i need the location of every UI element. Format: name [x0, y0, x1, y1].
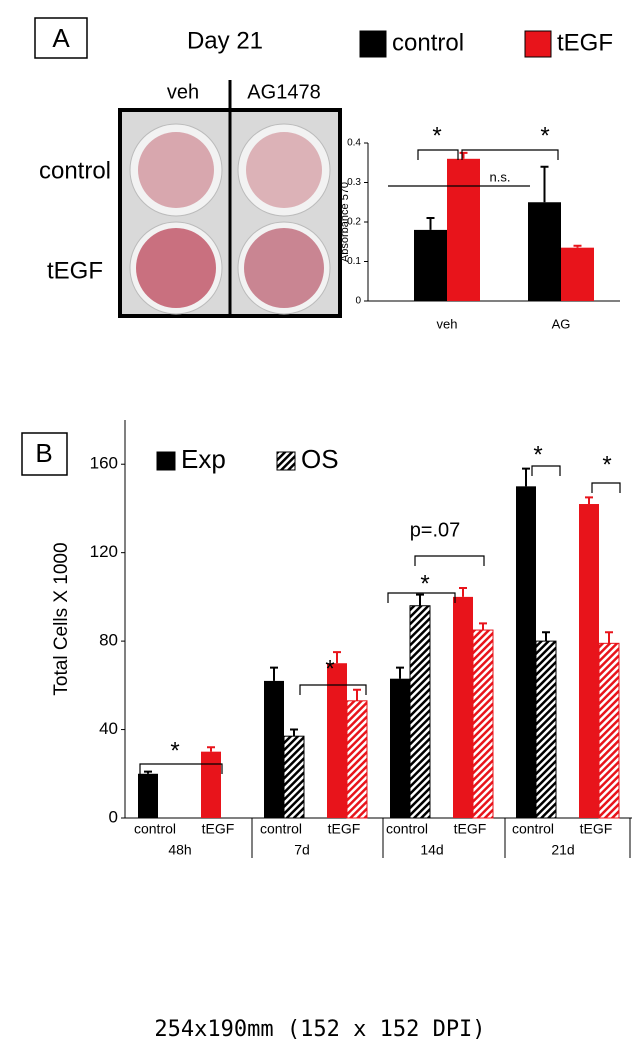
panel-box	[21, 432, 68, 476]
bracket	[531, 465, 561, 476]
error-bar	[585, 496, 593, 505]
group-label: 14d	[420, 842, 443, 858]
bar	[447, 158, 480, 301]
error-bar	[459, 151, 468, 159]
legend-swatch	[524, 30, 552, 58]
error-bar	[353, 688, 361, 701]
y-tick-label: 0.1	[347, 256, 361, 267]
annotation: *	[170, 737, 179, 764]
bar	[409, 605, 431, 819]
error-bar	[290, 728, 298, 737]
error-bar	[396, 666, 404, 679]
error-bar	[459, 587, 467, 597]
bar	[138, 773, 158, 818]
panel-box	[34, 17, 88, 59]
x-tick-label: control	[134, 821, 176, 837]
group-label: 48h	[168, 842, 191, 858]
error-bar	[479, 622, 487, 631]
y-tick-label: 80	[99, 631, 118, 650]
error-bar	[522, 467, 530, 487]
x-tick-label: control	[512, 821, 554, 837]
x-tick-label: veh	[437, 316, 458, 331]
legend-label: OS	[301, 444, 339, 474]
error-bar	[416, 593, 424, 606]
y-tick-label: 40	[99, 719, 118, 738]
legend-label: Exp	[181, 444, 226, 474]
column-label: AG1478	[247, 81, 320, 103]
y-tick-label: 0	[355, 296, 361, 307]
bar	[346, 700, 368, 819]
annotation: *	[420, 570, 429, 597]
y-tick-label: 0.4	[347, 138, 361, 149]
bar	[528, 202, 561, 301]
x-tick-label: control	[260, 821, 302, 837]
legend-swatch	[276, 451, 296, 471]
legend-label: control	[392, 29, 464, 56]
group-label: 21d	[551, 842, 574, 858]
y-tick-label: 0.2	[347, 217, 361, 228]
panel-label: B	[35, 438, 52, 468]
bar	[327, 663, 347, 818]
bracket	[591, 482, 621, 493]
error-bar	[426, 217, 435, 230]
annotation: *	[540, 122, 549, 149]
error-bar	[207, 746, 215, 752]
legend-label: tEGF	[557, 29, 613, 56]
bar	[598, 642, 620, 819]
annotation: *	[325, 655, 334, 682]
bar	[414, 229, 447, 301]
x-tick-label: control	[386, 821, 428, 837]
photo-title: Day 21	[187, 27, 263, 54]
bracket	[139, 763, 223, 774]
bracket	[299, 684, 367, 695]
y-axis-label: Absorbance 570	[339, 182, 351, 262]
error-bar	[270, 666, 278, 681]
panel-label: A	[52, 23, 70, 53]
legend-swatch	[359, 30, 387, 58]
bar	[201, 751, 221, 818]
annotation: *	[602, 451, 611, 478]
annotation: *	[432, 122, 441, 149]
bracket	[387, 592, 456, 603]
annotation: n.s.	[490, 169, 511, 184]
bar	[516, 486, 536, 818]
bracket	[414, 555, 485, 566]
error-bar	[540, 165, 549, 203]
x-tick-label: tEGF	[454, 821, 487, 837]
y-tick-label: 0.3	[347, 177, 361, 188]
y-tick-label: 120	[90, 542, 118, 561]
y-tick-label: 0	[109, 807, 118, 826]
error-bar	[542, 631, 550, 642]
y-axis-label: Total Cells X 1000	[51, 542, 72, 695]
bracket	[461, 149, 559, 160]
error-bar	[605, 631, 613, 644]
row-label: control	[39, 157, 111, 184]
bar	[283, 735, 305, 819]
bar	[264, 680, 284, 818]
caption: 254x190mm (152 x 152 DPI)	[154, 1017, 485, 1042]
error-bar	[144, 770, 152, 774]
legend-swatch	[156, 451, 176, 471]
error-bar	[333, 651, 341, 664]
bar	[453, 596, 473, 818]
annotation: *	[533, 441, 542, 468]
x-tick-label: tEGF	[580, 821, 613, 837]
bar	[390, 678, 410, 818]
x-tick-label: tEGF	[328, 821, 361, 837]
annotation: p=.07	[410, 519, 461, 541]
bar	[472, 629, 494, 819]
y-tick-label: 160	[90, 454, 118, 473]
row-label: tEGF	[47, 257, 103, 284]
bar	[561, 247, 594, 301]
bracket	[417, 149, 459, 160]
error-bar	[573, 244, 582, 248]
x-tick-label: tEGF	[202, 821, 235, 837]
plate-photo	[118, 80, 342, 318]
bar	[535, 640, 557, 819]
bar	[579, 504, 599, 818]
x-tick-label: AG	[552, 316, 571, 331]
column-label: veh	[167, 81, 199, 103]
group-label: 7d	[294, 842, 310, 858]
